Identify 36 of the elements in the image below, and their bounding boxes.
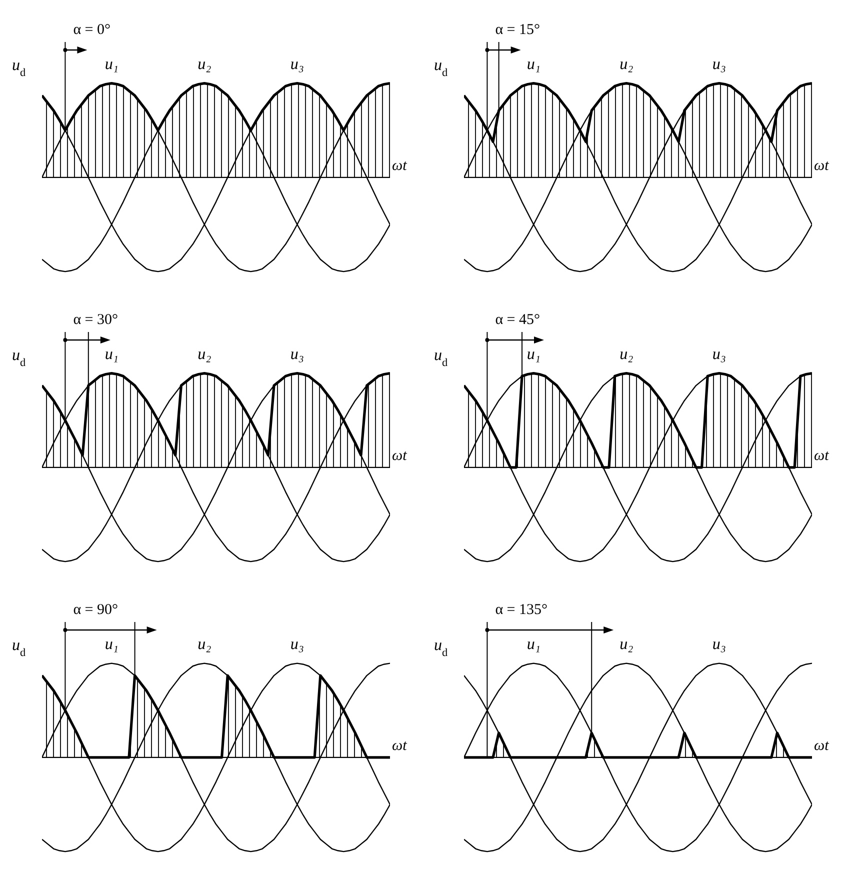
x-axis-title: ωt [814, 448, 830, 464]
y-axis-title: u$_{d}$ [12, 57, 26, 79]
chart-title: α = 15° [495, 22, 540, 38]
text: u₃ [712, 636, 726, 653]
chart-title: α = 90° [73, 602, 118, 618]
text: u₁ [104, 56, 118, 73]
text: u₃ [290, 346, 304, 363]
x-axis-title: ωt [392, 158, 408, 174]
text: u₁ [526, 636, 540, 653]
text: u₃ [290, 56, 304, 73]
text: u₁ [526, 346, 540, 363]
y-axis-title: u$_{d}$ [12, 637, 26, 659]
text: u₂ [198, 56, 212, 73]
x-axis-title: ωt [392, 738, 408, 754]
text: u₂ [198, 636, 212, 653]
text: u₁ [104, 636, 118, 653]
chart-title: α = 45° [495, 312, 540, 328]
text: u₁ [104, 346, 118, 363]
y-axis-title: u$_{d}$ [434, 57, 448, 79]
y-axis-title: u$_{d}$ [434, 637, 448, 659]
text: u₂ [620, 636, 634, 653]
y-axis-title: u$_{d}$ [434, 347, 448, 369]
x-axis-title: ωt [814, 738, 830, 754]
chart-title: α = 0° [73, 22, 111, 38]
text: u₂ [198, 346, 212, 363]
text: u₂ [620, 346, 634, 363]
text: u₂ [620, 56, 634, 73]
chart-title: α = 135° [495, 602, 548, 618]
x-axis-title: ωt [392, 448, 408, 464]
x-axis-title: ωt [814, 158, 830, 174]
text: u₃ [290, 636, 304, 653]
text: u₃ [712, 56, 726, 73]
text: u₁ [526, 56, 540, 73]
y-axis-title: u$_{d}$ [12, 347, 26, 369]
text: u₃ [712, 346, 726, 363]
chart-title: α = 30° [73, 312, 118, 328]
